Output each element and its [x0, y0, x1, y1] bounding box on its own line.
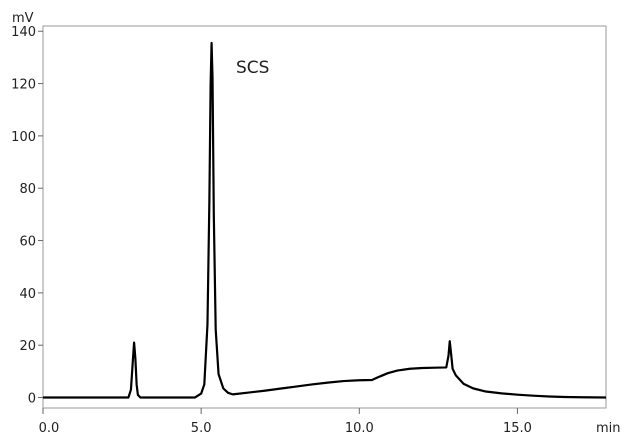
- y-axis: 0 20 40 60 80 100 120 140: [11, 25, 43, 407]
- plot-frame: [42, 25, 607, 409]
- y-tick-label: 40: [19, 287, 36, 302]
- y-tick-label: 80: [19, 182, 36, 197]
- series-line: [43, 41, 607, 399]
- annotations: SCS: [236, 58, 269, 78]
- x-axis: 0.0 5.0 10.0 15.0: [39, 408, 532, 434]
- x-tick-label: 15.0: [503, 421, 532, 434]
- y-tick-label: 100: [11, 130, 36, 145]
- y-axis-label: mV: [12, 11, 34, 26]
- x-tick-label: 10.0: [345, 421, 374, 434]
- y-tick-label: 0: [28, 392, 36, 407]
- x-tick-label: 0.0: [39, 421, 60, 434]
- y-tick-label: 120: [11, 78, 36, 93]
- y-tick-label: 140: [11, 25, 36, 40]
- peak-annotation: SCS: [236, 58, 269, 78]
- y-tick-label: 60: [19, 235, 36, 250]
- x-tick-label: 5.0: [191, 421, 212, 434]
- y-tick-label: 20: [19, 339, 36, 354]
- x-axis-label: min: [596, 421, 621, 434]
